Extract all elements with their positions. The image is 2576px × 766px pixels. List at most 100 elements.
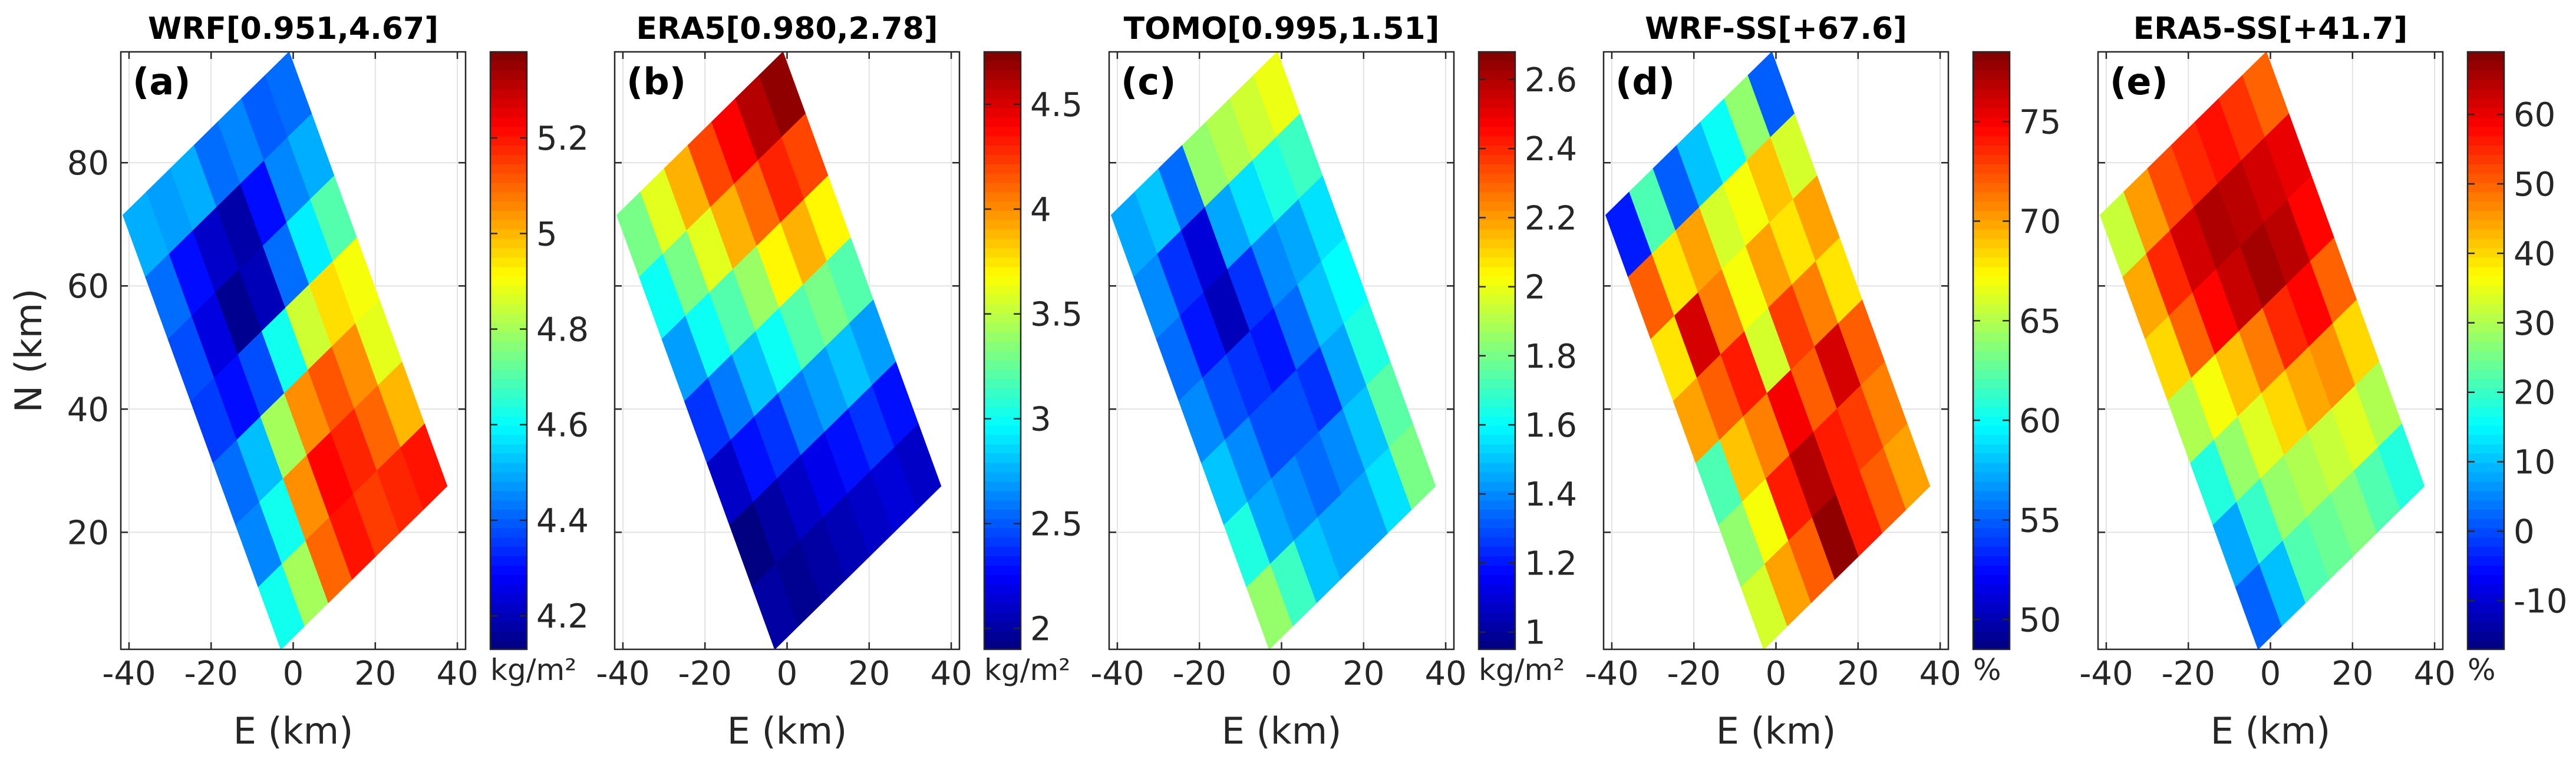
colorbar-segment	[1973, 117, 2010, 127]
colorbar-segment	[2468, 593, 2504, 603]
colorbar-segment	[2468, 220, 2504, 230]
colorbar-segment	[1973, 201, 2010, 211]
colorbar-segment	[2468, 500, 2504, 510]
colorbar-segment	[2468, 313, 2504, 323]
colorbar-segment	[490, 378, 527, 388]
colorbar-segment	[1479, 210, 1515, 220]
colorbar-tick-label: 2	[1525, 269, 1546, 307]
colorbar-segment	[490, 537, 527, 547]
colorbar-segment	[1973, 612, 2010, 622]
x-tick-label: -40	[102, 655, 156, 693]
x-tick-label: 20	[2331, 655, 2373, 693]
colorbar-segment	[1479, 154, 1515, 164]
colorbar-segment	[1479, 322, 1515, 332]
heatmap-cell	[1388, 423, 1436, 510]
colorbar-segment	[2468, 145, 2504, 155]
x-axis-label: E (km)	[1716, 709, 1836, 752]
panel-label: (c)	[1121, 60, 1176, 103]
colorbar-segment	[2468, 602, 2504, 613]
colorbar-segment	[490, 640, 527, 650]
colorbar-frame	[1972, 51, 2011, 651]
colorbar-segment	[984, 80, 1021, 90]
colorbar-tick-label: 1.2	[1525, 544, 1577, 583]
colorbar-segment	[1973, 444, 2010, 454]
colorbar-segment	[490, 229, 527, 239]
colorbar-unit: kg/m²	[984, 653, 1070, 687]
colorbar-segment	[490, 369, 527, 379]
colorbar-segment	[984, 574, 1021, 585]
colorbar-segment	[984, 247, 1021, 258]
colorbar-tick-label: 50	[2514, 166, 2555, 204]
colorbar-segment	[2468, 257, 2504, 267]
y-tick-label: 80	[67, 144, 109, 183]
colorbar-segment	[1973, 247, 2010, 258]
colorbar-segment	[1973, 136, 2010, 146]
colorbar-segment	[490, 509, 527, 519]
colorbar-segment	[2468, 463, 2504, 473]
colorbar-segment	[490, 500, 527, 510]
colorbar-segment	[2468, 453, 2504, 463]
colorbar-segment	[984, 285, 1021, 295]
x-tick-label: -40	[1090, 655, 1144, 693]
colorbar-tick-label: -10	[2514, 582, 2567, 620]
colorbar-segment	[490, 425, 527, 435]
colorbar-segment	[490, 80, 527, 90]
colorbar-segment	[490, 471, 527, 482]
colorbar-tick-label: 60	[2019, 402, 2061, 440]
colorbar-segment	[1973, 164, 2010, 174]
colorbar-segment	[1973, 276, 2010, 286]
colorbar-segment	[1479, 229, 1515, 239]
colorbar-tick-label: 3.5	[1030, 296, 1083, 334]
colorbar-segment	[2468, 425, 2504, 435]
colorbar-segment	[1479, 145, 1515, 155]
colorbar-segment	[984, 294, 1021, 305]
colorbar-segment	[1479, 593, 1515, 603]
colorbar-tick-label: 5	[536, 215, 558, 253]
colorbar-segment	[490, 173, 527, 183]
colorbar-segment	[1479, 52, 1515, 62]
colorbar-segment	[1973, 359, 2010, 370]
colorbar-segment	[2468, 556, 2504, 566]
colorbar-segment	[984, 257, 1021, 267]
colorbar-tick-label: 2	[1030, 610, 1051, 648]
colorbar-segment	[1479, 351, 1515, 361]
colorbar-frame	[983, 51, 1022, 651]
colorbar-segment	[2468, 528, 2504, 538]
colorbar-segment	[2468, 565, 2504, 575]
heatmap-cell	[1883, 423, 1931, 510]
colorbar-segment	[1479, 341, 1515, 351]
colorbar-segment	[2468, 341, 2504, 351]
x-tick-label: 40	[2413, 655, 2455, 693]
x-tick-label: 20	[1837, 655, 1879, 693]
y-tick-label: 40	[67, 391, 109, 429]
colorbar-segment	[1479, 201, 1515, 211]
colorbar-segment	[490, 612, 527, 622]
colorbar-segment	[1479, 257, 1515, 267]
colorbar-segment	[490, 136, 527, 146]
x-tick-label: -40	[1585, 655, 1638, 693]
colorbar-segment	[1479, 444, 1515, 454]
colorbar-segment	[1973, 238, 2010, 249]
colorbar-tick-label: 60	[2514, 96, 2555, 134]
colorbar-tick-label: 75	[2019, 103, 2061, 141]
panel-title: ERA5-SS[+41.7]	[2133, 11, 2408, 47]
colorbar-segment	[490, 546, 527, 557]
x-tick-label: -40	[596, 655, 649, 693]
colorbar-segment	[490, 61, 527, 71]
colorbar-tick-label: 1	[1525, 614, 1546, 652]
colorbar-segment	[984, 537, 1021, 547]
colorbar-segment	[490, 303, 527, 314]
colorbar-segment	[2468, 407, 2504, 417]
x-tick-label: 0	[777, 655, 798, 693]
colorbar-segment	[490, 192, 527, 202]
colorbar-segment	[984, 108, 1021, 118]
colorbar-segment	[2468, 621, 2504, 631]
colorbar-segment	[1973, 490, 2010, 501]
colorbar-tick-label: 4	[1030, 191, 1051, 229]
colorbar-segment	[1973, 369, 2010, 379]
panel-title: ERA5[0.980,2.78]	[636, 11, 938, 47]
colorbar-segment	[984, 519, 1021, 529]
colorbar-segment	[984, 407, 1021, 417]
colorbar-frame	[2466, 51, 2505, 651]
x-axis-label: E (km)	[1222, 709, 1342, 752]
